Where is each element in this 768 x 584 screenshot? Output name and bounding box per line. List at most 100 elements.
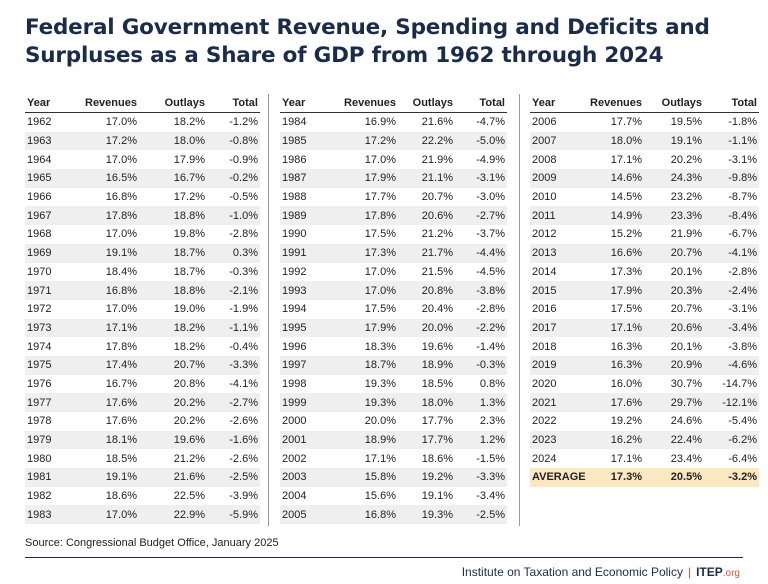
value-cell: 20.7%: [421, 191, 453, 204]
value-cell: 17.9%: [173, 153, 205, 166]
year-cell: 2002: [282, 452, 307, 465]
table-row: 2022 19.2% 24.6% -5.4%: [530, 412, 759, 431]
value-cell: 17.0%: [105, 153, 137, 166]
table-row: 2020 16.0% 30.7% -14.7%: [530, 375, 759, 394]
value-cell: 17.9%: [336, 169, 398, 188]
value-cell: -8.4%: [704, 206, 759, 226]
title: Federal Government Revenue, Spending and…: [25, 14, 710, 70]
logo: ITEP: [696, 565, 723, 579]
column-header: Year: [25, 94, 83, 113]
divider: [25, 557, 743, 558]
value-cell: 17.0%: [105, 303, 137, 316]
table-row: 2005 16.8% 19.3% -2.5%: [280, 505, 507, 525]
column-header: Year: [280, 94, 336, 113]
table-row: 1967 17.8% 18.8% -1.0%: [25, 206, 260, 226]
footer: Institute on Taxation and Economic Polic…: [462, 565, 740, 579]
value-cell: 18.2%: [173, 116, 205, 129]
year-cell: 1969: [25, 243, 83, 263]
year-cell: 1968: [27, 228, 52, 241]
value-cell: 19.8%: [173, 228, 205, 241]
value-cell: 17.7%: [421, 415, 453, 428]
value-cell: 17.3%: [610, 265, 642, 278]
value-cell: -1.1%: [206, 318, 260, 338]
value-cell: 16.9%: [364, 116, 396, 129]
year-cell: 2024: [532, 452, 557, 465]
value-cell: 24.6%: [670, 415, 702, 428]
value-cell: 23.3%: [644, 206, 704, 226]
year-cell: 2011: [530, 206, 588, 226]
table-row: 2016 17.5% 20.7% -3.1%: [530, 300, 759, 319]
table-row: 2006 17.7% 19.5% -1.8%: [530, 113, 759, 132]
year-cell: 1989: [280, 206, 336, 226]
title-line: Federal Government Revenue, Spending and…: [25, 15, 710, 40]
table-row: 1973 17.1% 18.2% -1.1%: [25, 318, 260, 338]
value-cell: 17.2%: [83, 131, 139, 151]
value-cell: 16.3%: [610, 340, 642, 353]
header-row: Year Revenues Outlays Total: [280, 94, 507, 113]
value-cell: 18.1%: [83, 430, 139, 450]
year-cell: 1999: [280, 393, 336, 412]
value-cell: -0.3%: [229, 265, 258, 278]
value-cell: 17.2%: [173, 191, 205, 204]
value-cell: 16.3%: [588, 355, 644, 375]
year-cell: 1993: [280, 281, 336, 300]
year-cell: 2000: [282, 415, 307, 428]
year-cell: 2005: [280, 505, 336, 525]
value-cell: -1.6%: [206, 430, 260, 450]
year-cell: 2007: [530, 131, 588, 151]
table-row: 1986 17.0% 21.9% -4.9%: [280, 150, 507, 169]
table-row: 2011 14.9% 23.3% -8.4%: [530, 206, 759, 226]
value-cell: -1.2%: [229, 116, 258, 129]
value-cell: -3.3%: [206, 355, 260, 375]
data-table: Year Revenues Outlays Total 2006 17.7% 19.5% -1…: [530, 94, 759, 487]
year-cell: 1988: [282, 191, 307, 204]
value-cell: 18.0%: [138, 131, 207, 151]
separator: [268, 94, 269, 526]
header-row: Year Revenues Outlays Total: [530, 94, 759, 113]
value-cell: 19.0%: [173, 303, 205, 316]
value-cell: 19.1%: [83, 243, 139, 263]
value-cell: 18.2%: [138, 318, 207, 338]
value-cell: -12.1%: [704, 393, 759, 412]
value-cell: -1.0%: [206, 206, 260, 226]
value-cell: 20.0%: [364, 415, 396, 428]
org-name: Institute on Taxation and Economic Polic…: [461, 565, 683, 579]
value-cell: -6.4%: [728, 452, 757, 465]
value-cell: -2.8%: [476, 303, 505, 316]
value-cell: 14.6%: [588, 169, 644, 188]
value-cell: -1.9%: [229, 303, 258, 316]
year-cell: 2023: [530, 430, 588, 450]
value-cell: 18.9%: [336, 430, 398, 450]
value-cell: -2.5%: [206, 468, 260, 487]
year-cell: 1982: [27, 490, 52, 503]
value-cell: 21.6%: [421, 116, 453, 129]
value-cell: 20.1%: [670, 340, 702, 353]
column-header: Outlays: [398, 94, 455, 113]
value-cell: -2.6%: [229, 452, 258, 465]
data-table: Year Revenues Outlays Total 1984 16.9% 21.6% -4…: [280, 94, 507, 525]
year-cell: 1964: [27, 153, 52, 166]
value-cell: 19.3%: [336, 393, 398, 412]
table-row: 2009 14.6% 24.3% -9.8%: [530, 169, 759, 188]
table-row: 1978 17.6% 20.2% -2.6%: [25, 412, 260, 431]
value-cell: 17.1%: [610, 452, 642, 465]
value-cell: 17.8%: [336, 206, 398, 226]
year-cell: 1962: [27, 116, 52, 129]
table-row: 1972 17.0% 19.0% -1.9%: [25, 300, 260, 319]
column-header: Revenues: [83, 94, 139, 113]
average-row: AVERAGE 17.3% 20.5% -3.2%: [530, 468, 759, 487]
value-cell: 0.3%: [206, 243, 260, 263]
year-cell: 1996: [282, 340, 307, 353]
value-cell: 2.3%: [479, 415, 505, 428]
table-row: 2012 15.2% 21.9% -6.7%: [530, 225, 759, 244]
value-cell: -0.5%: [229, 191, 258, 204]
table-row: 1991 17.3% 21.7% -4.4%: [280, 243, 507, 263]
value-cell: 20.7%: [138, 355, 207, 375]
value-cell: -3.1%: [728, 303, 757, 316]
value-cell: 18.6%: [105, 490, 137, 503]
value-cell: -1.1%: [704, 131, 759, 151]
value-cell: 23.2%: [670, 191, 702, 204]
value-cell: 1.2%: [455, 430, 507, 450]
value-cell: 17.1%: [364, 452, 396, 465]
